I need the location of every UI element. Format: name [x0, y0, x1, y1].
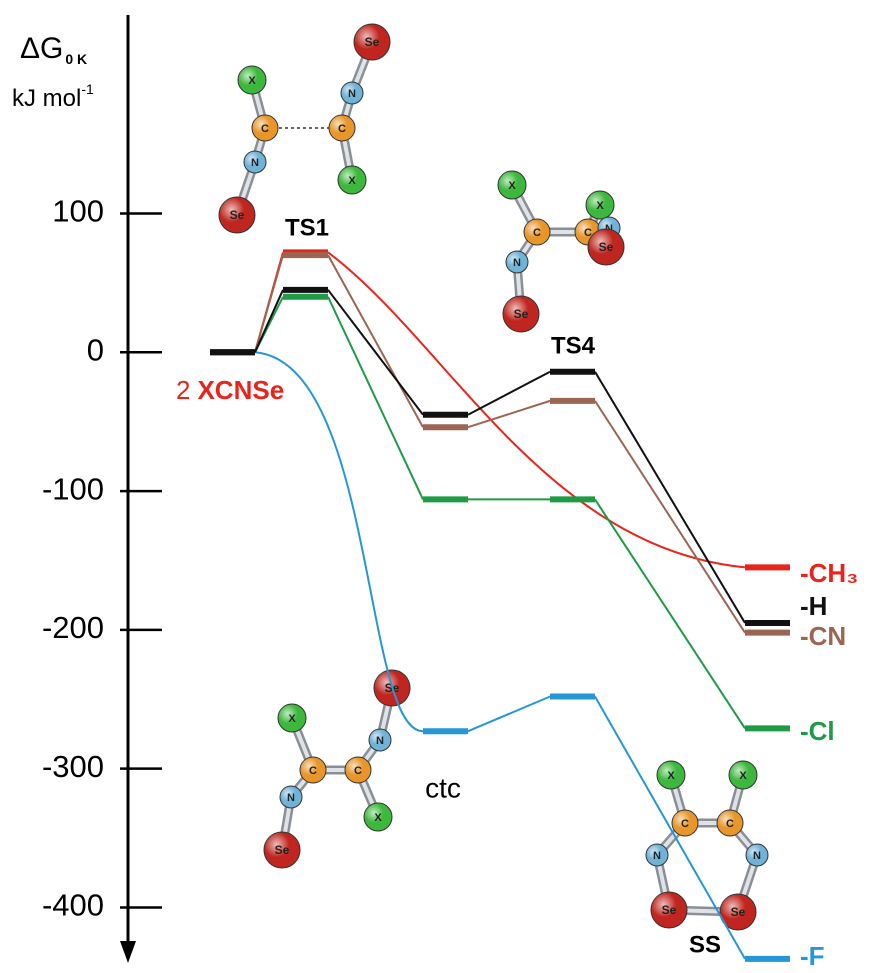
atom-label: N [753, 850, 761, 862]
atom-label: X [374, 812, 382, 824]
atom-label: X [667, 770, 675, 782]
atom-label: C [261, 123, 269, 135]
y-tick-label: -300 [42, 749, 104, 784]
y-axis-arrow [120, 941, 136, 963]
atom-label: N [287, 792, 295, 804]
y-tick-label: -100 [42, 471, 104, 506]
atom-label: C [338, 123, 346, 135]
y-unit-text: kJ mol [12, 85, 81, 112]
atom-label: X [248, 75, 256, 87]
connector [328, 252, 745, 567]
y-unit: kJ mol-1 [12, 81, 94, 113]
atom-label: Se [275, 843, 290, 857]
chart: SeNCXCXNSeXCNSeCXNSeSeNCXCXNSeXXCCNNSeSe… [0, 0, 881, 968]
atom-label: Se [731, 905, 746, 919]
atom-label: X [508, 180, 516, 192]
connector [328, 255, 423, 427]
y-tick-label: -400 [42, 888, 104, 923]
atom-label: C [533, 227, 541, 239]
y-tick-label: -200 [42, 610, 104, 645]
atom-label: X [288, 713, 296, 725]
y-tick-label: 100 [52, 194, 104, 229]
y-label-subscript: 0 K [65, 51, 87, 67]
annotation: TS4 [551, 332, 596, 359]
connector [468, 401, 550, 427]
atom-label: N [653, 850, 661, 862]
atom-label: C [309, 765, 317, 777]
reactant-formula: XCNSe [197, 375, 284, 405]
annotation: TS1 [285, 214, 329, 241]
atom-label: N [348, 88, 356, 100]
atom-label: Se [365, 35, 380, 49]
connector [468, 697, 550, 732]
series-label: -CH₃ [800, 558, 858, 588]
atom-label: Se [230, 208, 245, 222]
annotation: ctc [425, 772, 461, 803]
molecule: Se N C X C X N Se [219, 24, 390, 233]
y-tick-label: 0 [87, 332, 104, 367]
annotation: SS [689, 931, 721, 958]
atom-label: N [376, 735, 384, 747]
atom-label: X [596, 200, 604, 212]
series-label: -CN [800, 621, 846, 651]
connector [468, 372, 550, 415]
y-label-symbol: ΔG [20, 32, 63, 65]
molecule: XCNSeCXNSe [498, 171, 624, 332]
series-label: -Cl [800, 716, 835, 746]
molecules: SeNCXCXNSeXCNSeCXNSeSeNCXCXNSeXXCCNNSeSe [219, 24, 768, 930]
atom-label: N [251, 157, 259, 169]
connector [595, 372, 745, 623]
molecule: X X C C N N Se Se [646, 761, 768, 930]
connector [595, 401, 745, 633]
atom-label: X [348, 175, 356, 187]
atom-label: C [726, 818, 734, 830]
atom-label: C [681, 818, 689, 830]
atom-label: C [354, 765, 362, 777]
atom-label: N [513, 257, 521, 269]
atom-label: Se [599, 240, 614, 254]
y-unit-superscript: -1 [81, 81, 94, 97]
connector [595, 499, 745, 728]
reactant-count: 2 [176, 375, 190, 405]
atom-label: Se [514, 307, 529, 321]
atom-label: X [739, 770, 747, 782]
atom-label: Se [662, 903, 677, 917]
reactant-label: 2XCNSe [176, 375, 284, 405]
series-label: -H [800, 591, 827, 621]
series-label: -F [800, 941, 825, 968]
